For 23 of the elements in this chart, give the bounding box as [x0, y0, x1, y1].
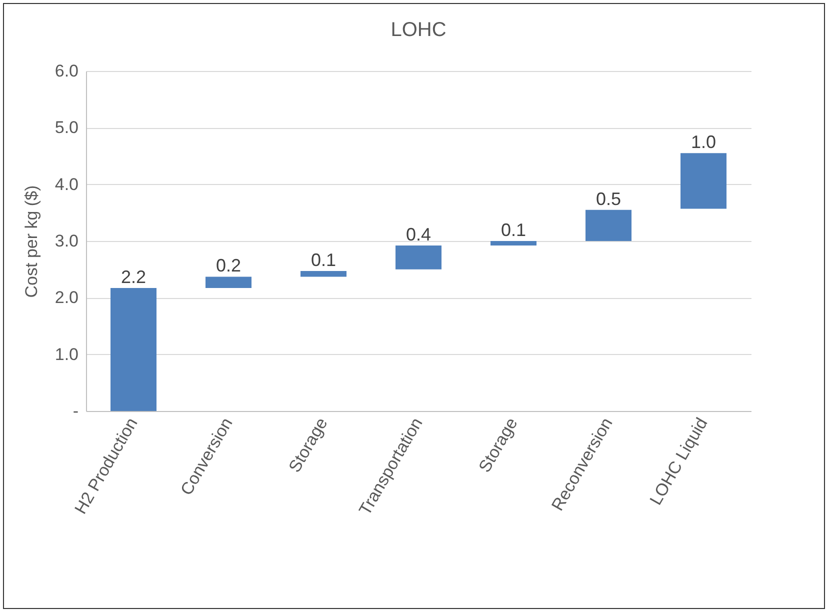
bar	[586, 210, 632, 241]
y-axis-title: Cost per kg ($)	[22, 185, 41, 298]
bar	[396, 246, 442, 270]
data-label: 2.2	[120, 267, 146, 288]
data-label: 0.1	[500, 220, 526, 240]
y-tick-label: 4.0	[54, 174, 78, 194]
bar	[680, 153, 726, 209]
y-tick-label: 5.0	[54, 118, 78, 138]
data-label: 0.5	[596, 188, 622, 209]
bar	[206, 276, 252, 288]
chart-title: LOHC	[390, 19, 446, 41]
y-tick-label: 1.0	[54, 344, 78, 364]
data-label: 1.0	[690, 132, 716, 152]
bar	[490, 241, 536, 246]
data-label: 0.4	[406, 224, 432, 245]
bar	[300, 271, 346, 277]
y-tick-label: 2.0	[54, 288, 78, 308]
y-tick-label: -	[72, 402, 78, 420]
bar	[110, 288, 156, 411]
y-tick-label: 6.0	[54, 62, 78, 80]
data-label: 0.1	[310, 250, 336, 270]
data-label: 0.2	[216, 256, 242, 276]
y-tick-label: 3.0	[54, 232, 78, 250]
